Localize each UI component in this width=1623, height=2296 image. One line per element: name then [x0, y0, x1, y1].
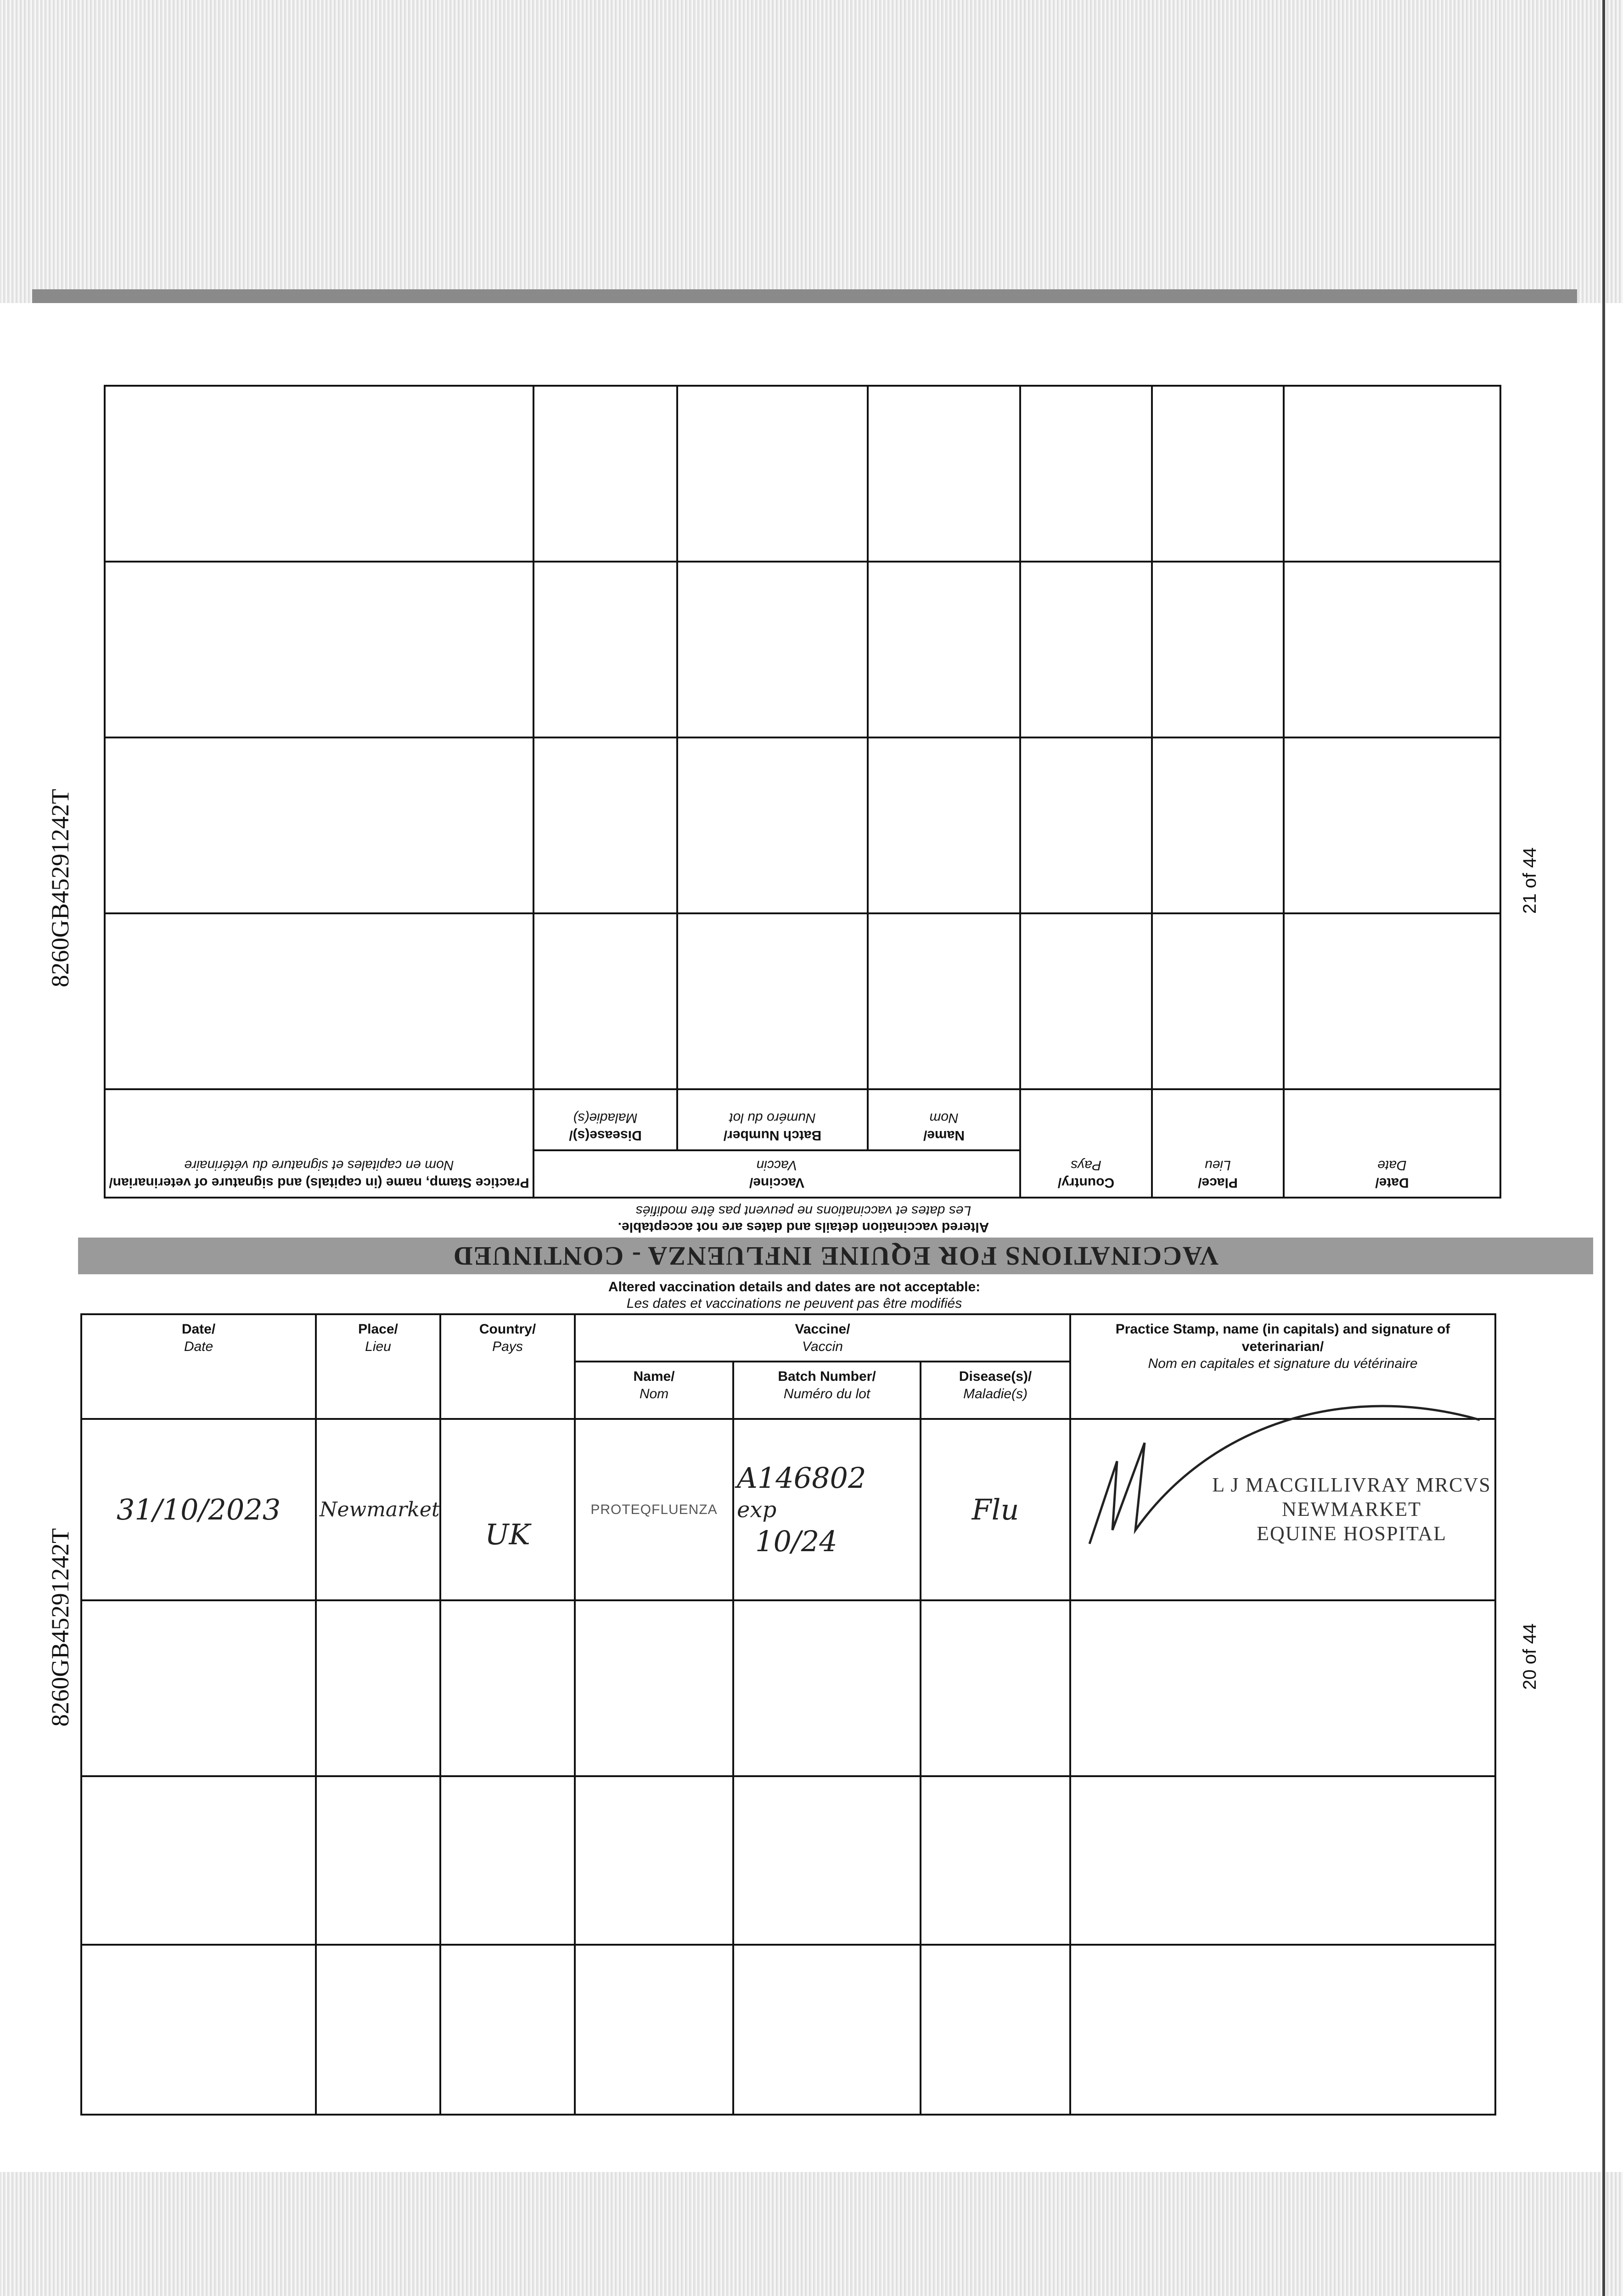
page-edge-rule [32, 289, 1577, 303]
entry-country: UK [439, 1418, 576, 1601]
table-row [104, 913, 1500, 1089]
notice: Altered vaccination details and dates ar… [427, 1202, 1180, 1235]
table-row [104, 562, 1500, 737]
header-date: Date/Date [80, 1313, 317, 1420]
notice-en: Altered vaccination details and dates ar… [608, 1279, 981, 1294]
practice-stamp-text: L J MACGILLIVRAY MRCVS NEWMARKET EQUINE … [1212, 1474, 1491, 1545]
entry-practice-stamp: L J MACGILLIVRAY MRCVS NEWMARKET EQUINE … [1069, 1405, 1497, 1601]
passport-id-lower: 8260GB45291242T [46, 1528, 74, 1727]
scan-right-edge [1602, 0, 1605, 2296]
signature [1088, 1405, 1480, 1544]
header-vaccine: Vaccine/Vaccin [533, 1150, 1020, 1198]
header-disease: Disease(s)/Maladie(s) [533, 1089, 677, 1150]
notice-en: Altered vaccination details and dates ar… [618, 1220, 989, 1235]
table-row [80, 1775, 1497, 1946]
passport-id-upper: 8260GB45291242T [46, 789, 74, 987]
table-row [104, 386, 1500, 562]
vaccination-table-lower: Date/Date Place/Lieu Country/Pays Vaccin… [80, 1313, 1497, 2116]
header-batch: Batch Number/Numéro du lot [677, 1089, 868, 1150]
header-vaccine: Vaccine/Vaccin [573, 1313, 1072, 1362]
header-name: Name/Nom [868, 1089, 1020, 1150]
header-name: Name/Nom [574, 1361, 734, 1420]
entry-date: 31/10/2023 [80, 1418, 317, 1601]
header-place: Place/Lieu [1152, 1089, 1284, 1198]
entry-vaccine-name: PROTEQFLUENZA [574, 1418, 734, 1601]
scan-top-margin [0, 0, 1623, 303]
scan-bottom-margin [0, 2172, 1623, 2296]
section-title: VACCINATIONS FOR EQUINE INFLUENZA - CONT… [78, 1238, 1593, 1274]
entry-batch: A146802 exp 10/24 [732, 1418, 921, 1601]
page-number-upper: 21 of 44 [1520, 847, 1540, 914]
header-practice: Practice Stamp, name (in capitals) and s… [1069, 1313, 1497, 1420]
header-practice: Practice Stamp, name (in capitals) and s… [104, 1089, 534, 1198]
table-row: 31/10/2023 Newmarket UK PROTEQFLUENZA A1… [80, 1405, 1497, 1601]
entry-disease: Flu [919, 1418, 1072, 1601]
header-date: Date/Date [1284, 1089, 1500, 1198]
header-batch: Batch Number/Numéro du lot [732, 1361, 921, 1420]
upper-page-rotated: VACCINATIONS FOR EQUINE INFLUENZA - CONT… [78, 385, 1593, 1281]
entry-place: Newmarket [315, 1418, 441, 1601]
notice-fr: Les dates et vaccinations ne peuvent pas… [635, 1203, 972, 1218]
page-number-lower: 20 of 44 [1520, 1623, 1540, 1690]
table-row [104, 737, 1500, 913]
header-disease: Disease(s)/Maladie(s) [919, 1361, 1072, 1420]
notice-lower: Altered vaccination details and dates ar… [542, 1279, 1047, 1312]
vaccination-table-upper: Date/Date Place/Lieu Country/Pays Vaccin… [104, 385, 1501, 1199]
notice-fr: Les dates et vaccinations ne peuvent pas… [626, 1296, 962, 1311]
header-country: Country/Pays [439, 1313, 576, 1420]
header-place: Place/Lieu [315, 1313, 441, 1420]
header-country: Country/Pays [1020, 1089, 1152, 1198]
table-row [80, 1944, 1497, 2116]
table-row [80, 1599, 1497, 1777]
